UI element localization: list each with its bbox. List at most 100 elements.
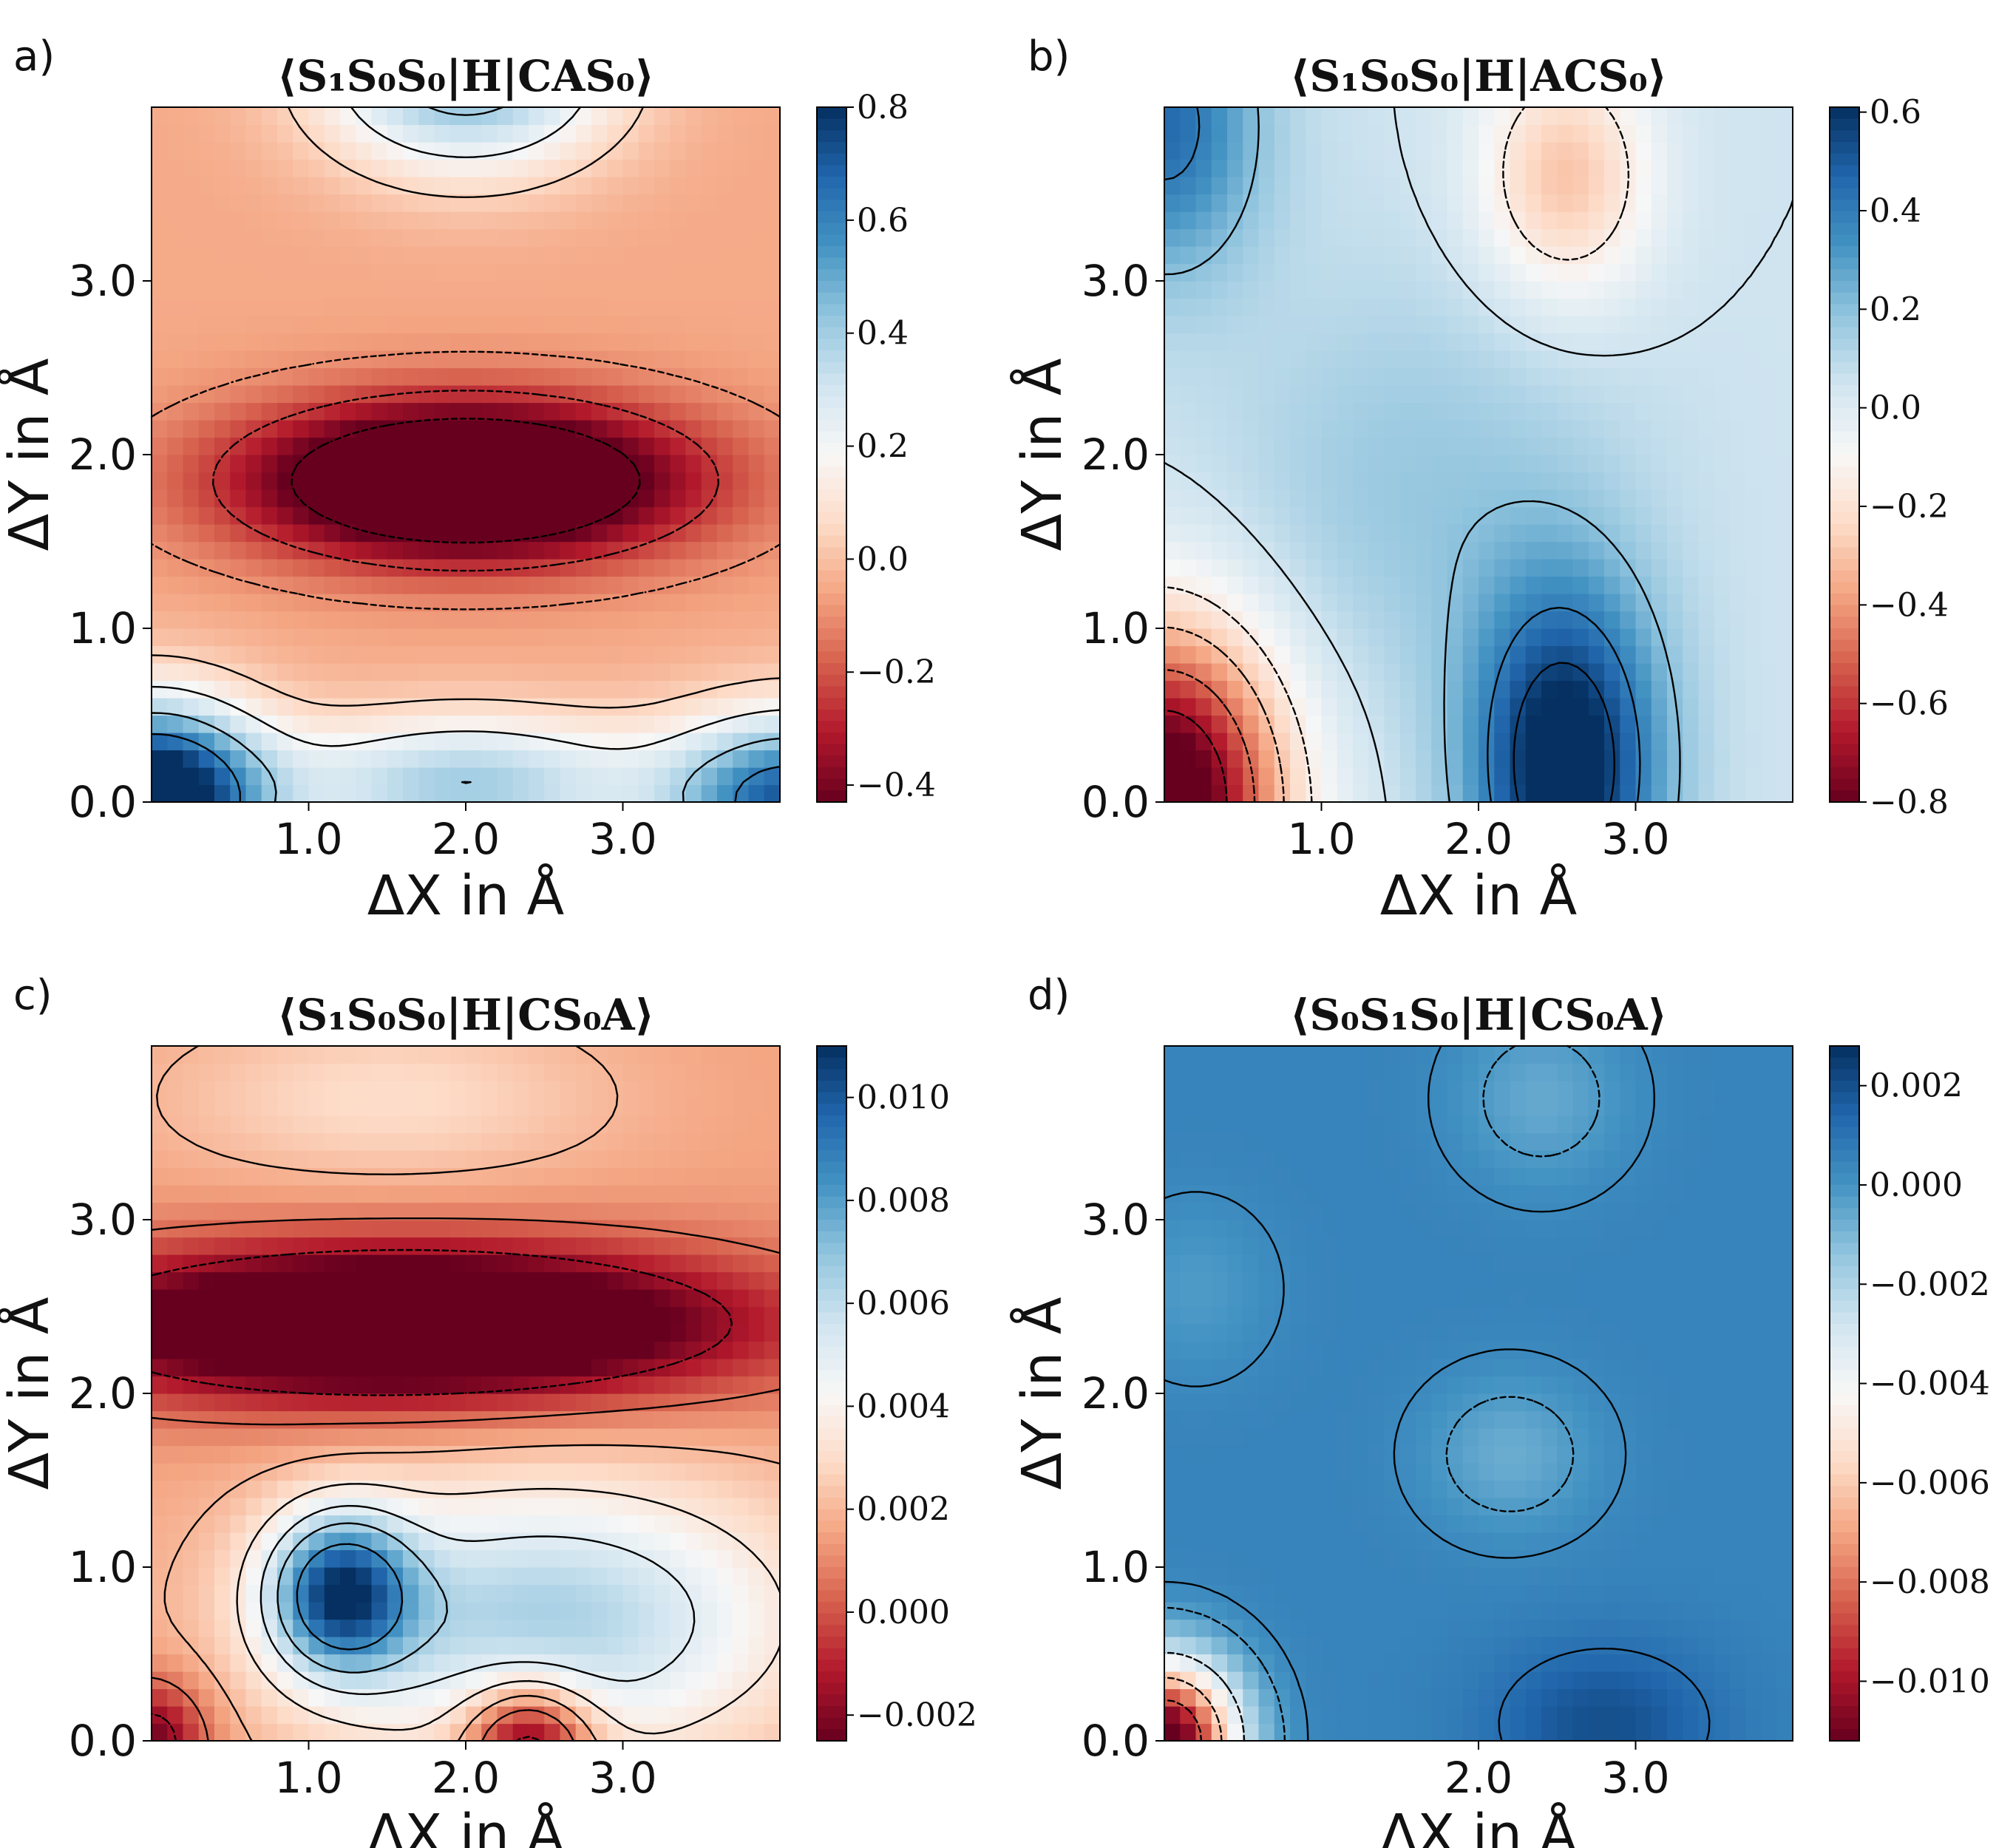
heatmap-cell	[1399, 437, 1416, 455]
heatmap-cell	[449, 576, 466, 594]
heatmap-cell	[497, 263, 514, 282]
heatmap-cell	[230, 524, 247, 543]
heatmap-cell	[308, 1463, 325, 1481]
heatmap-cell	[1211, 559, 1228, 577]
heatmap-cell	[214, 1463, 231, 1481]
heatmap-cell	[1399, 367, 1416, 386]
heatmap-cell	[324, 194, 341, 212]
heatmap-cell	[167, 437, 184, 455]
heatmap-cell	[1211, 506, 1228, 525]
heatmap-cell	[1321, 316, 1338, 334]
heatmap-cell	[293, 559, 310, 577]
heatmap-cell	[733, 1637, 750, 1655]
heatmap-cell	[1368, 489, 1385, 508]
heatmap-cell	[387, 1167, 404, 1186]
heatmap-cell	[638, 472, 655, 490]
heatmap-cell	[449, 1602, 466, 1620]
heatmap-cell	[1698, 367, 1715, 386]
heatmap-cell	[1211, 194, 1228, 212]
heatmap-cell	[1683, 733, 1700, 751]
heatmap-cell	[324, 1498, 341, 1516]
heatmap-cell	[1776, 107, 1793, 126]
heatmap-cell	[1667, 541, 1683, 560]
colorbar-tick-label: 0.2	[1870, 291, 1921, 328]
heatmap-cell	[183, 594, 200, 612]
heatmap-cell	[261, 645, 278, 664]
heatmap-cell	[560, 437, 577, 455]
heatmap-cell	[685, 1428, 702, 1447]
heatmap-cell	[638, 107, 655, 126]
heatmap-cell	[1164, 437, 1181, 455]
heatmap-cell	[1180, 750, 1197, 768]
heatmap-cell	[198, 316, 215, 334]
heatmap-cell	[717, 1619, 733, 1637]
heatmap-cell	[418, 733, 435, 751]
heatmap-cell	[512, 1185, 529, 1203]
heatmap-cell	[293, 750, 310, 768]
heatmap-cell	[1227, 159, 1243, 177]
heatmap-cell	[308, 1167, 325, 1186]
heatmap-cell	[481, 1115, 498, 1134]
heatmap-cell	[277, 385, 293, 404]
heatmap-cell	[293, 1289, 310, 1308]
heatmap-cell	[1368, 472, 1385, 490]
heatmap-cell	[1698, 645, 1715, 664]
y-tick-label: 2.0	[1082, 429, 1150, 480]
heatmap-cell	[1447, 385, 1464, 404]
heatmap-cell	[403, 298, 419, 316]
heatmap-cell	[1211, 663, 1228, 682]
colorbar-segment	[1830, 698, 1859, 710]
heatmap-cell	[717, 367, 733, 386]
heatmap-cell	[497, 645, 514, 664]
heatmap-cell	[1479, 767, 1495, 786]
heatmap-cell	[529, 177, 545, 195]
heatmap-cell	[261, 281, 278, 299]
heatmap-cell	[748, 1463, 765, 1481]
heatmap-cell	[733, 1220, 750, 1238]
heatmap-cell	[324, 1688, 341, 1707]
heatmap-cell	[512, 420, 529, 438]
heatmap-cell	[512, 1132, 529, 1151]
heatmap-cell	[1651, 750, 1668, 768]
heatmap-cell	[1321, 750, 1338, 768]
heatmap-cell	[497, 1567, 514, 1586]
heatmap-cell	[403, 1306, 419, 1325]
heatmap-cell	[449, 1619, 466, 1637]
heatmap-cell	[575, 1410, 592, 1429]
heatmap-cell	[371, 541, 388, 560]
heatmap-cell	[1447, 628, 1464, 647]
heatmap-cell	[1368, 228, 1385, 247]
heatmap-cell	[1557, 715, 1574, 733]
heatmap-cell	[214, 1046, 231, 1064]
heatmap-cell	[529, 489, 545, 508]
heatmap-cell	[1714, 559, 1731, 577]
heatmap-cell	[591, 1341, 608, 1359]
heatmap-cell	[1337, 576, 1354, 594]
heatmap-cell	[529, 1376, 545, 1394]
heatmap-cell	[1416, 246, 1432, 265]
heatmap-cell	[340, 246, 356, 265]
heatmap-cell	[1635, 263, 1652, 282]
heatmap-cell	[1164, 263, 1181, 282]
heatmap-cell	[654, 1237, 671, 1255]
heatmap-cell	[529, 784, 545, 803]
heatmap-cell	[403, 524, 419, 543]
heatmap-cell	[434, 124, 451, 143]
heatmap-cell	[1416, 142, 1432, 160]
heatmap-cell	[544, 316, 561, 334]
heatmap-cell	[481, 1688, 498, 1707]
heatmap-cell	[418, 1289, 435, 1308]
heatmap-cell	[1227, 350, 1243, 369]
heatmap-cell	[1572, 489, 1589, 508]
heatmap-cell	[449, 1498, 466, 1516]
heatmap-cell	[1227, 211, 1243, 230]
heatmap-cell	[685, 246, 702, 265]
heatmap-cell	[654, 680, 671, 699]
heatmap-cell	[1667, 733, 1683, 751]
heatmap-cell	[1541, 455, 1558, 473]
heatmap-cell	[1761, 784, 1778, 803]
heatmap-cell	[214, 1498, 231, 1516]
heatmap-cell	[717, 437, 733, 455]
heatmap-cell	[466, 1098, 482, 1116]
heatmap-cell	[733, 594, 750, 612]
